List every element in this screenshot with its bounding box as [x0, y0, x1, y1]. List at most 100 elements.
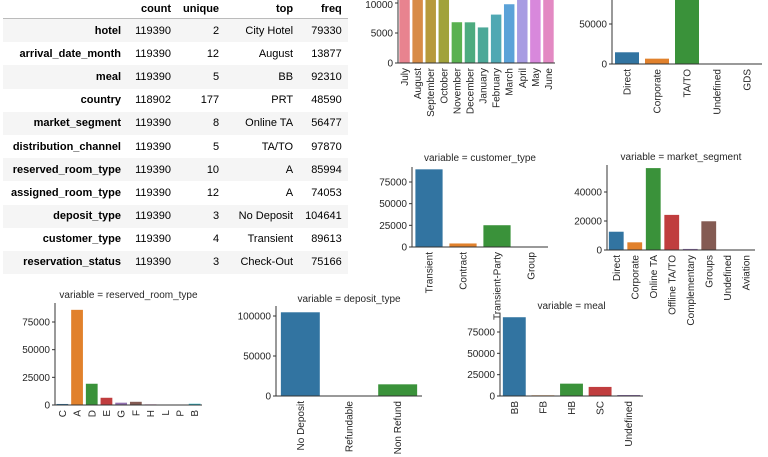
cell-count: 119390: [135, 70, 171, 83]
table-row: country 118902 177 PRT 48590: [3, 89, 348, 112]
category-label: January: [479, 68, 490, 104]
bar: [502, 317, 526, 396]
row-label: reservation_status: [23, 256, 121, 269]
chart-3: Direct Corporate Online TA Offline TA/TO Com…: [574, 152, 755, 326]
category-label: L: [161, 410, 172, 416]
column-header: unique: [177, 0, 226, 19]
y-tick-label: 0: [596, 246, 602, 257]
chart-title: variable = meal: [537, 301, 605, 312]
table-row: customer_type 119390 4 Transient 89613: [3, 228, 348, 251]
y-tick-label: 50000: [22, 345, 50, 356]
y-tick-label: 5000: [371, 29, 394, 40]
row-label: arrival_date_month: [19, 47, 121, 60]
column-header: top: [225, 0, 300, 19]
table-row: market_segment 119390 8 Online TA 56477: [3, 111, 348, 135]
y-tick-label: 10000: [365, 0, 393, 11]
category-label: Undefined: [713, 69, 724, 115]
category-label: Direct: [623, 69, 634, 95]
cell-unique: 4: [212, 233, 220, 246]
cell-count: 119390: [135, 117, 171, 130]
table-header-row: count unique top freq: [3, 0, 348, 19]
bar: [560, 383, 583, 396]
category-label: May: [531, 68, 542, 87]
cell-count: 119390: [135, 210, 171, 223]
bar: [451, 22, 463, 63]
bar: [129, 401, 142, 405]
category-label: Contract: [459, 252, 470, 290]
category-label: Offline TA/TO: [667, 255, 678, 315]
cell-unique: 10: [206, 163, 220, 176]
bar: [399, 0, 410, 63]
bar: [188, 403, 201, 405]
bar: [682, 248, 698, 250]
y-tick-label: 0: [489, 392, 495, 403]
category-label: Non Refund: [393, 401, 404, 454]
bar: [378, 384, 418, 396]
bar: [280, 312, 320, 396]
category-label: SC: [596, 401, 607, 415]
y-tick-label: 75000: [467, 328, 495, 339]
y-tick-label: 50000: [379, 199, 407, 210]
table-row: hotel 119390 2 City Hotel 79330: [3, 18, 348, 43]
cell-unique: 12: [206, 186, 220, 199]
bar: [415, 169, 443, 247]
cell-unique: 3: [212, 256, 220, 269]
row-label: country: [80, 94, 121, 107]
table-row: deposit_type 119390 3 No Deposit 104641: [3, 204, 348, 228]
category-label: Transient-Party: [493, 252, 504, 320]
cell-count: 119390: [135, 140, 171, 153]
chart-6: BB FB HB SC Undefined 0 25000 50000 75000 variabl…: [467, 301, 643, 447]
bar: [517, 0, 528, 63]
bar: [627, 242, 643, 250]
cell-freq: 56477: [311, 117, 342, 130]
cell-unique: 12: [206, 47, 220, 60]
y-tick-label: 100000: [238, 312, 272, 323]
category-label: Corporate: [630, 255, 641, 300]
bar: [675, 0, 699, 64]
bar: [543, 0, 554, 63]
y-tick-label: 40000: [574, 188, 602, 199]
category-label: Undefined: [624, 401, 635, 447]
category-label: Group: [527, 252, 538, 280]
table-row: distribution_channel 119390 5 TA/TO 97870: [3, 135, 348, 158]
table-row: reservation_status 119390 3 Check-Out 75166: [3, 250, 348, 275]
row-label: distribution_channel: [12, 140, 121, 153]
bar: [85, 383, 98, 405]
category-label: September: [426, 67, 437, 117]
chart-title: variable = deposit_type: [297, 294, 401, 305]
category-label: No Deposit: [296, 401, 307, 451]
category-label: Direct: [612, 255, 623, 281]
cell-freq: 48590: [311, 94, 342, 107]
bar: [615, 52, 639, 64]
category-label: G: [117, 410, 128, 418]
y-tick-label: 25000: [379, 221, 407, 232]
cell-freq: 75166: [311, 256, 342, 269]
bar: [464, 22, 476, 63]
y-tick-label: 50000: [579, 20, 607, 31]
cell-unique: 177: [200, 94, 220, 107]
bar: [608, 231, 624, 250]
category-label: FB: [538, 401, 549, 414]
row-label: reserved_room_type: [12, 163, 121, 176]
bar: [100, 397, 113, 405]
cell-freq: 89613: [311, 233, 342, 246]
category-label: P: [175, 410, 186, 417]
cell-freq: 74053: [311, 186, 342, 199]
chart-title: variable = customer_type: [424, 153, 536, 164]
column-header: count: [127, 0, 177, 19]
category-label: November: [452, 67, 463, 114]
chart-4: C A D E G F H L P B 0 25000 50000 75000 variable = res…: [22, 290, 202, 418]
chart-5: No Deposit Refundable Non Refund 0 50000 1000…: [238, 294, 422, 454]
table-row: meal 119390 5 BB 92310: [3, 65, 348, 89]
y-tick-label: 0: [601, 60, 607, 71]
cell-freq: 79330: [311, 24, 342, 37]
row-label: customer_type: [42, 233, 121, 246]
cell-top: No Deposit: [238, 210, 294, 223]
category-label: Transient: [425, 252, 436, 294]
bar: [56, 403, 69, 405]
y-tick-label: 0: [44, 401, 50, 412]
bar: [412, 0, 423, 63]
cell-freq: 13877: [311, 47, 342, 60]
category-label: July: [400, 68, 411, 86]
